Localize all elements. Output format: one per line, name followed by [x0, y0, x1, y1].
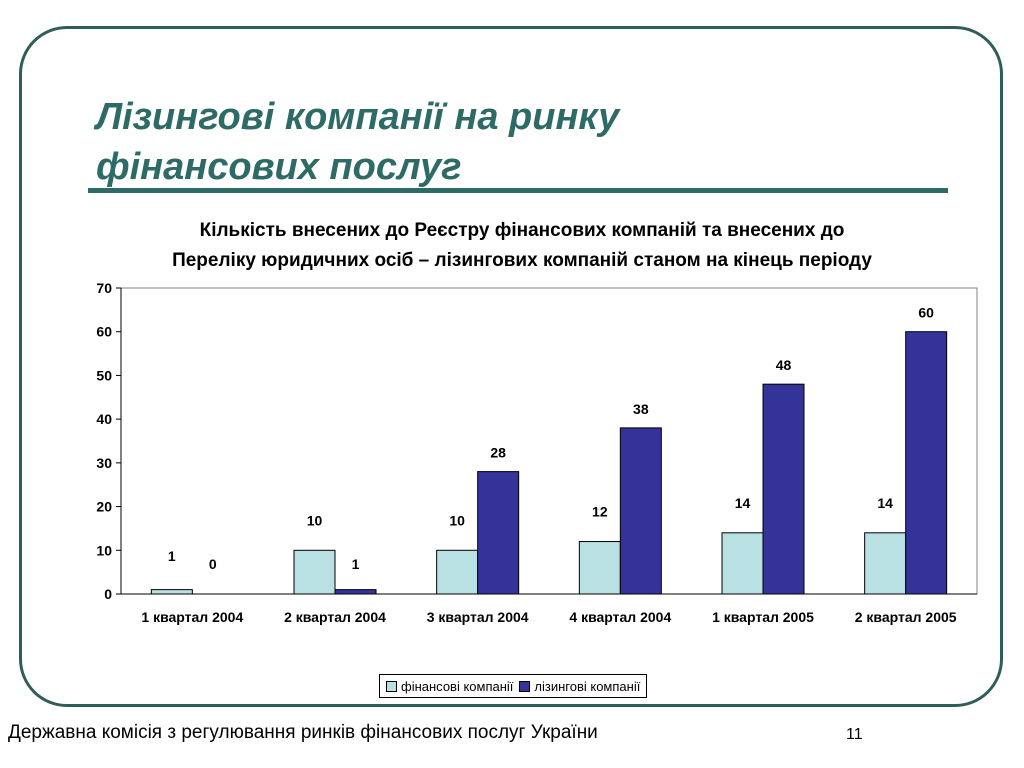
data-label: 1: [168, 548, 176, 564]
data-label: 14: [877, 495, 893, 511]
bar-leasing: [762, 383, 805, 595]
data-label: 28: [490, 445, 506, 461]
legend-swatch-financial: [386, 680, 397, 692]
data-label: 38: [633, 401, 649, 417]
page-number: 11: [846, 726, 863, 743]
data-label: 10: [449, 512, 465, 528]
y-tick-label: 70: [96, 280, 112, 296]
bar-leasing: [334, 589, 377, 595]
y-tick-label: 40: [96, 411, 112, 427]
x-tick-label: 1 квартал 2005: [712, 609, 814, 625]
y-tick-label: 0: [104, 586, 112, 602]
plot-area: [120, 287, 978, 595]
bar-financial: [864, 532, 907, 595]
x-tick-label: 1 квартал 2004: [141, 609, 243, 625]
y-tick-label: 10: [96, 542, 112, 558]
x-tick-label: 3 квартал 2004: [427, 609, 529, 625]
legend-item-financial: фінансові компанії: [386, 679, 513, 694]
title-divider: [88, 188, 948, 193]
bar-leasing: [477, 471, 520, 595]
data-label: 0: [209, 556, 217, 572]
y-tick-label: 60: [96, 324, 112, 340]
title-line-1: Лізингові компанії на ринку: [96, 96, 620, 138]
legend-item-leasing: лізингові компанії: [519, 679, 640, 694]
legend-label-financial: фінансові компанії: [401, 678, 514, 694]
data-label: 12: [592, 504, 608, 520]
bar-leasing: [905, 331, 948, 595]
title-line-2: фінансових послуг: [96, 146, 462, 188]
data-label: 60: [918, 305, 934, 321]
data-label: 1: [352, 556, 360, 572]
y-tick-label: 30: [96, 455, 112, 471]
y-tick-label: 50: [96, 367, 112, 383]
chart-title-line-1: Кількість внесених до Реєстру фінансових…: [199, 220, 845, 241]
data-label: 14: [735, 495, 751, 511]
data-label: 48: [776, 357, 792, 373]
x-tick-label: 2 квартал 2004: [284, 609, 386, 625]
bar-leasing: [619, 427, 662, 595]
chart-title-line-2: Переліку юридичних осіб – лізингових ком…: [172, 250, 872, 271]
x-tick-label: 2 квартал 2005: [855, 609, 957, 625]
bar-financial: [721, 532, 764, 595]
legend-label-leasing: лізингові компанії: [534, 678, 641, 694]
data-label: 10: [307, 512, 323, 528]
footer-text: Державна комісія з регулювання ринків фі…: [8, 722, 598, 743]
bar-financial: [293, 549, 336, 595]
chart-legend: фінансові компанії лізингові компанії: [379, 674, 648, 698]
x-tick-label: 4 квартал 2004: [569, 609, 671, 625]
bar-financial: [436, 549, 479, 595]
chart-title: Кількість внесених до Реєстру фінансових…: [40, 216, 1004, 276]
legend-swatch-leasing: [519, 680, 531, 692]
page-title: Лізингові компанії на ринку фінансових п…: [96, 92, 956, 192]
bar-financial: [150, 589, 193, 595]
bar-financial: [578, 541, 621, 595]
y-tick-label: 20: [96, 499, 112, 515]
